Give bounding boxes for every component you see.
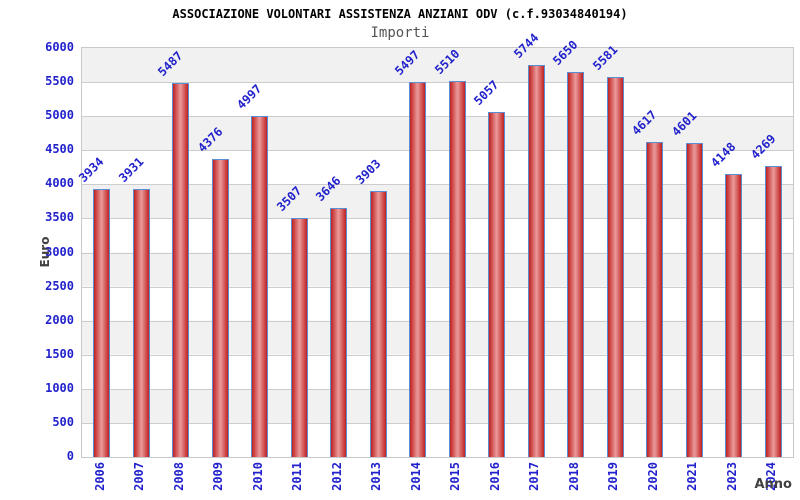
bar (132, 189, 150, 457)
y-axis-ticks: 0 500 1000 1500 2000 2500 3000 3500 4000 4500 5000… (0, 40, 74, 463)
bar-value-label: 4617 (629, 107, 660, 139)
gridline (82, 184, 793, 186)
gridline (82, 388, 793, 390)
bar-value-label: 5497 (392, 47, 423, 79)
bar-value-label: 5510 (431, 47, 463, 78)
x-tick-label: 2006 (92, 462, 107, 491)
bar (93, 188, 111, 457)
bar (527, 65, 545, 457)
y-tick-label: 5500 (45, 74, 74, 89)
x-tick-label: 2018 (566, 462, 581, 491)
x-tick-label: 2008 (171, 462, 186, 491)
bar (448, 81, 466, 457)
x-tick-label: 2007 (132, 462, 147, 491)
x-axis-title: Anno (754, 477, 792, 492)
bar (725, 174, 743, 457)
bar (567, 71, 585, 457)
x-tick-label: 2010 (250, 462, 265, 491)
y-tick-label: 3500 (45, 210, 74, 225)
bar-value-label: 3903 (352, 156, 384, 187)
bar-value-label: 4997 (234, 82, 265, 113)
x-tick-label: 2014 (408, 462, 423, 491)
chart-subtitle: Importi (370, 25, 430, 41)
x-tick-label: 2009 (211, 462, 226, 491)
plot-area: 3934 3931 5487 4376 4997 3507 3646 3903 5497 5510… (76, 31, 794, 458)
x-tick-label: 2012 (329, 462, 344, 491)
bar (685, 143, 703, 457)
bar-value-label: 3507 (273, 183, 305, 214)
bar (409, 82, 427, 457)
bar-value-label: 3646 (313, 174, 344, 205)
gridline (82, 82, 793, 84)
x-tick-label: 2021 (685, 462, 700, 491)
x-tick-label: 2017 (527, 462, 542, 491)
x-tick-label: 2015 (448, 462, 463, 491)
bar-value-label: 5650 (550, 37, 581, 68)
bar (290, 217, 308, 457)
bar-value-label: 4148 (708, 139, 739, 171)
gridline (82, 286, 793, 288)
y-tick-label: 4500 (45, 142, 74, 157)
bar-value-label: 3934 (76, 154, 107, 185)
x-tick-label: 2011 (290, 462, 305, 491)
y-tick-label: 6000 (45, 40, 74, 54)
bar (764, 166, 782, 457)
gridline (82, 150, 793, 152)
bar-value-label: 5581 (589, 42, 621, 73)
x-tick-label: 2020 (645, 462, 660, 491)
x-axis-labels: 2006 2007 2008 2009 2010 2011 2012 2013 2014 2015… (81, 460, 792, 500)
y-tick-label: 2000 (45, 312, 74, 327)
gridline (82, 252, 793, 254)
bar (369, 190, 387, 457)
gridline (82, 422, 793, 424)
y-tick-label: 5000 (45, 108, 74, 123)
chart-title: ASSOCIAZIONE VOLONTARI ASSISTENZA ANZIAN… (172, 7, 628, 21)
bar-value-label: 5487 (155, 48, 186, 79)
bar (251, 116, 269, 457)
gridline (82, 354, 793, 356)
bar (488, 112, 506, 457)
y-tick-label: 0 (66, 449, 74, 463)
y-tick-label: 1000 (45, 380, 74, 395)
y-tick-label: 4000 (45, 176, 74, 191)
x-tick-label: 2019 (606, 462, 621, 491)
bar (606, 76, 624, 457)
y-tick-label: 500 (52, 414, 74, 429)
x-tick-label: 2016 (487, 462, 502, 491)
gridline (82, 218, 793, 220)
bar (646, 142, 664, 457)
bar (211, 158, 229, 457)
bar-value-label: 3931 (115, 154, 147, 186)
x-tick-label: 2013 (369, 462, 384, 491)
gridline (82, 116, 793, 118)
x-tick-label: 2023 (724, 462, 739, 491)
bar (330, 208, 348, 457)
bar-value-label: 4269 (747, 131, 779, 162)
y-tick-label: 2500 (45, 278, 74, 293)
gridline (82, 320, 793, 322)
y-tick-label: 1500 (45, 346, 74, 361)
bar (172, 82, 190, 457)
y-tick-label: 3000 (45, 244, 74, 259)
bar-value-label: 4601 (668, 109, 700, 140)
